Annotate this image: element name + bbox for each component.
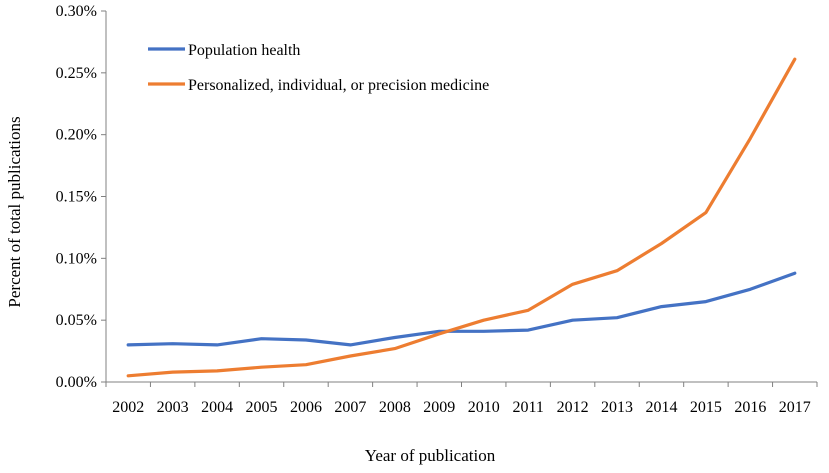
legend: Population health Personalized, individua… [148, 42, 489, 94]
legend-label: Population health [188, 42, 300, 59]
series-line-population-health [128, 273, 795, 345]
series-lines [128, 59, 795, 376]
y-tick-label: 0.20% [56, 127, 97, 144]
x-tick-label: 2008 [379, 399, 411, 416]
x-tick-label: 2013 [601, 399, 633, 416]
x-tick-label: 2010 [468, 399, 500, 416]
x-axis-title: Year of publication [365, 446, 496, 465]
x-tick-label: 2014 [645, 399, 677, 416]
x-tick-label: 2011 [512, 399, 543, 416]
x-tick-label: 2005 [246, 399, 278, 416]
y-axis-title: Percent of total publications [5, 116, 24, 307]
series-line-personalized-medicine [128, 59, 795, 376]
y-tick-label: 0.10% [56, 250, 97, 267]
x-tick-label: 2015 [690, 399, 722, 416]
x-tick-label: 2003 [157, 399, 189, 416]
x-tick-label: 2017 [779, 399, 811, 416]
y-tick-label: 0.30% [56, 3, 97, 20]
legend-label: Personalized, individual, or precision m… [188, 77, 489, 94]
y-tick-label: 0.05% [56, 312, 97, 329]
x-tick-label: 2006 [290, 399, 322, 416]
y-tick-label: 0.00% [56, 374, 97, 391]
x-tick-label: 2009 [423, 399, 455, 416]
x-tick-label: 2016 [734, 399, 766, 416]
x-tick-label: 2012 [557, 399, 589, 416]
x-tick-label: 2007 [334, 399, 366, 416]
y-tick-label: 0.15% [56, 189, 97, 206]
y-tick-label: 0.25% [56, 65, 97, 82]
x-tick-label: 2004 [201, 399, 233, 416]
tick-labels: 0.00% 0.05% 0.10% 0.15% 0.20% 0.25% 0.30% 2002 2… [56, 3, 811, 416]
x-tick-label: 2002 [112, 399, 144, 416]
